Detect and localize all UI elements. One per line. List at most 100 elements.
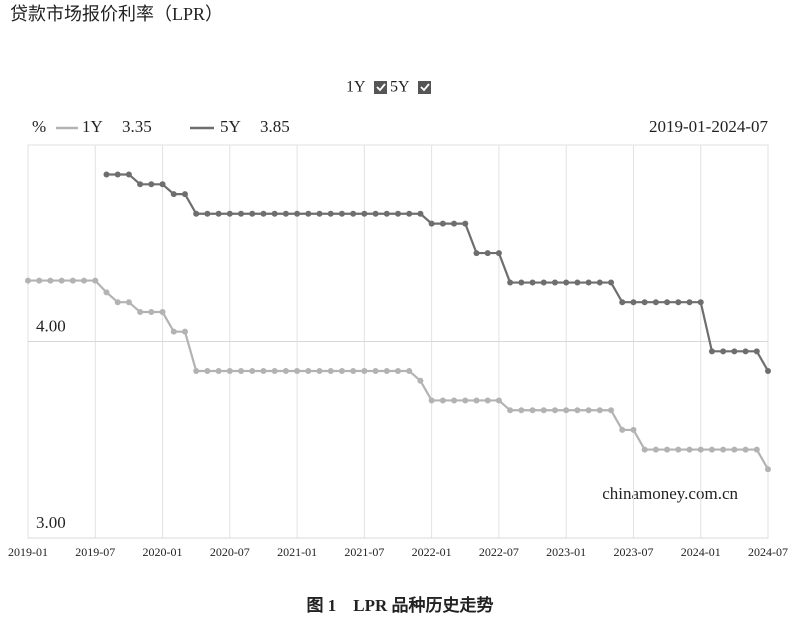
data-point — [316, 367, 323, 374]
data-point — [686, 299, 693, 306]
data-point — [294, 210, 301, 217]
data-point — [619, 426, 626, 433]
data-point — [25, 277, 31, 284]
data-point — [305, 210, 312, 217]
data-point — [675, 299, 682, 306]
data-point — [327, 210, 334, 217]
data-point — [327, 367, 334, 374]
x-tick-label: 2024-07 — [748, 545, 788, 559]
data-point — [361, 210, 368, 217]
data-point — [619, 299, 626, 306]
legend-label: 1Y — [346, 79, 366, 96]
data-point — [159, 309, 166, 316]
data-point — [69, 277, 76, 284]
data-point — [563, 279, 570, 286]
data-point — [193, 210, 200, 217]
data-point — [574, 407, 581, 414]
data-point — [338, 210, 345, 217]
data-point — [608, 407, 615, 414]
data-point — [641, 446, 648, 453]
x-tick-label: 2020-07 — [210, 545, 250, 559]
data-point — [753, 446, 760, 453]
data-point — [585, 407, 592, 414]
data-point — [574, 279, 581, 286]
data-point — [271, 210, 278, 217]
data-point — [596, 279, 603, 286]
data-point — [495, 250, 502, 257]
data-point — [529, 279, 536, 286]
data-point — [518, 407, 525, 414]
data-point — [238, 367, 245, 374]
data-point — [675, 446, 682, 453]
data-point — [708, 348, 715, 355]
data-point — [417, 377, 424, 384]
data-point — [439, 397, 446, 404]
data-point — [484, 250, 491, 257]
x-tick-label: 2019-07 — [75, 545, 115, 559]
data-point — [137, 181, 144, 188]
page-title: 贷款市场报价利率（LPR） — [10, 4, 223, 24]
data-point — [652, 299, 659, 306]
data-point — [484, 397, 491, 404]
data-point — [181, 191, 188, 198]
data-point — [529, 407, 536, 414]
y-tick-label: 3.00 — [36, 513, 66, 532]
data-point — [507, 407, 514, 414]
data-point — [125, 299, 132, 306]
checkmark — [420, 83, 430, 92]
data-point — [406, 367, 413, 374]
data-point — [103, 289, 110, 296]
x-tick-label: 2021-01 — [277, 545, 317, 559]
data-point — [742, 446, 749, 453]
data-point — [170, 191, 177, 198]
legend-checkbox[interactable] — [418, 81, 431, 94]
data-point — [282, 210, 289, 217]
data-point — [226, 210, 233, 217]
data-point — [753, 348, 760, 355]
latest-value: 3.35 — [122, 117, 152, 136]
data-point — [215, 367, 222, 374]
data-point — [383, 210, 390, 217]
data-point — [148, 181, 155, 188]
data-point — [439, 220, 446, 227]
data-point — [596, 407, 603, 414]
data-point — [92, 277, 99, 284]
data-point — [585, 279, 592, 286]
data-point — [664, 446, 671, 453]
data-point — [294, 367, 301, 374]
data-point — [47, 277, 54, 284]
data-point — [395, 210, 401, 217]
data-point — [215, 210, 222, 217]
data-point — [193, 367, 200, 374]
y-tick-label: 4.00 — [36, 316, 66, 335]
data-point — [540, 279, 547, 286]
data-point — [720, 348, 727, 355]
data-point — [159, 181, 166, 188]
data-point — [540, 407, 547, 414]
data-point — [238, 210, 245, 217]
legend-label: 1Y — [82, 117, 103, 136]
data-point — [271, 367, 278, 374]
data-point — [338, 367, 345, 374]
data-point — [81, 277, 88, 284]
data-point — [697, 299, 704, 306]
data-point — [551, 407, 558, 414]
data-point — [765, 466, 771, 473]
data-point — [103, 171, 110, 178]
data-point — [249, 367, 256, 374]
data-point — [686, 446, 693, 453]
data-point — [204, 367, 211, 374]
x-tick-label: 2020-01 — [143, 545, 183, 559]
legend-checkbox[interactable] — [374, 81, 387, 94]
checkmark — [376, 83, 386, 92]
watermark: chinamoney.com.cn — [602, 484, 738, 503]
data-point — [36, 277, 43, 284]
data-point — [137, 309, 144, 316]
data-point — [372, 210, 379, 217]
data-point — [551, 279, 558, 286]
data-point — [383, 367, 390, 374]
data-point — [170, 328, 177, 335]
data-point — [765, 367, 771, 374]
series-line — [28, 279, 769, 470]
data-point — [417, 210, 424, 217]
